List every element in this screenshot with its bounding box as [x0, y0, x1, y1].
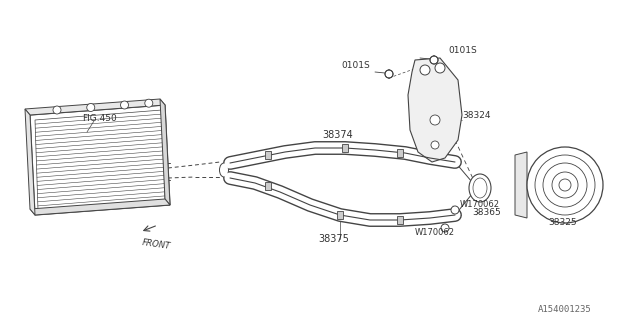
Circle shape [120, 101, 129, 109]
Text: 38375: 38375 [318, 234, 349, 244]
Circle shape [385, 70, 393, 78]
Polygon shape [30, 199, 170, 215]
Circle shape [430, 56, 438, 64]
Text: W170062: W170062 [460, 200, 500, 209]
Circle shape [145, 99, 153, 107]
Circle shape [420, 65, 430, 75]
Ellipse shape [220, 163, 228, 177]
Text: 38374: 38374 [322, 130, 353, 140]
Ellipse shape [469, 174, 491, 202]
Text: 38325: 38325 [548, 218, 577, 227]
Circle shape [431, 141, 439, 149]
Text: 38365: 38365 [472, 208, 500, 217]
Polygon shape [515, 152, 527, 218]
Text: 0101S: 0101S [448, 46, 477, 55]
Circle shape [53, 106, 61, 114]
Text: 0101S: 0101S [341, 61, 370, 70]
Circle shape [430, 115, 440, 125]
FancyBboxPatch shape [337, 211, 343, 219]
FancyBboxPatch shape [265, 182, 271, 190]
Polygon shape [30, 105, 170, 215]
Polygon shape [160, 99, 170, 205]
Circle shape [435, 63, 445, 73]
Text: 38324: 38324 [462, 111, 490, 120]
Polygon shape [25, 109, 35, 215]
FancyBboxPatch shape [397, 149, 403, 157]
Circle shape [87, 103, 95, 111]
Circle shape [441, 224, 449, 232]
FancyBboxPatch shape [265, 151, 271, 159]
Text: FRONT: FRONT [142, 238, 172, 251]
Text: W170062: W170062 [415, 228, 455, 237]
FancyBboxPatch shape [397, 216, 403, 224]
FancyBboxPatch shape [342, 144, 348, 152]
Polygon shape [25, 99, 165, 115]
Circle shape [527, 147, 603, 223]
Text: A154001235: A154001235 [538, 305, 592, 314]
Text: FIG.450: FIG.450 [82, 114, 116, 123]
Circle shape [451, 206, 459, 214]
Polygon shape [408, 58, 462, 162]
